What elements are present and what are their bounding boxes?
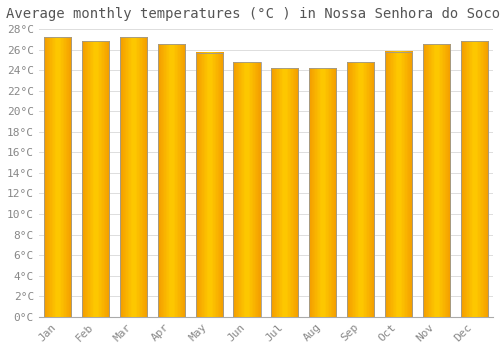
Bar (82, 41, 109, 317)
Title: Average monthly temperatures (°C ) in Nossa Senhora do Socorro: Average monthly temperatures (°C ) in No… (6, 7, 500, 21)
Bar (460, 41, 488, 317)
Bar (44, 37, 72, 317)
Bar (347, 62, 374, 317)
Bar (271, 68, 298, 317)
Bar (385, 52, 412, 317)
Bar (120, 37, 147, 317)
Bar (234, 62, 260, 317)
Bar (422, 44, 450, 317)
Bar (196, 53, 223, 317)
Bar (309, 68, 336, 317)
Bar (158, 44, 185, 317)
